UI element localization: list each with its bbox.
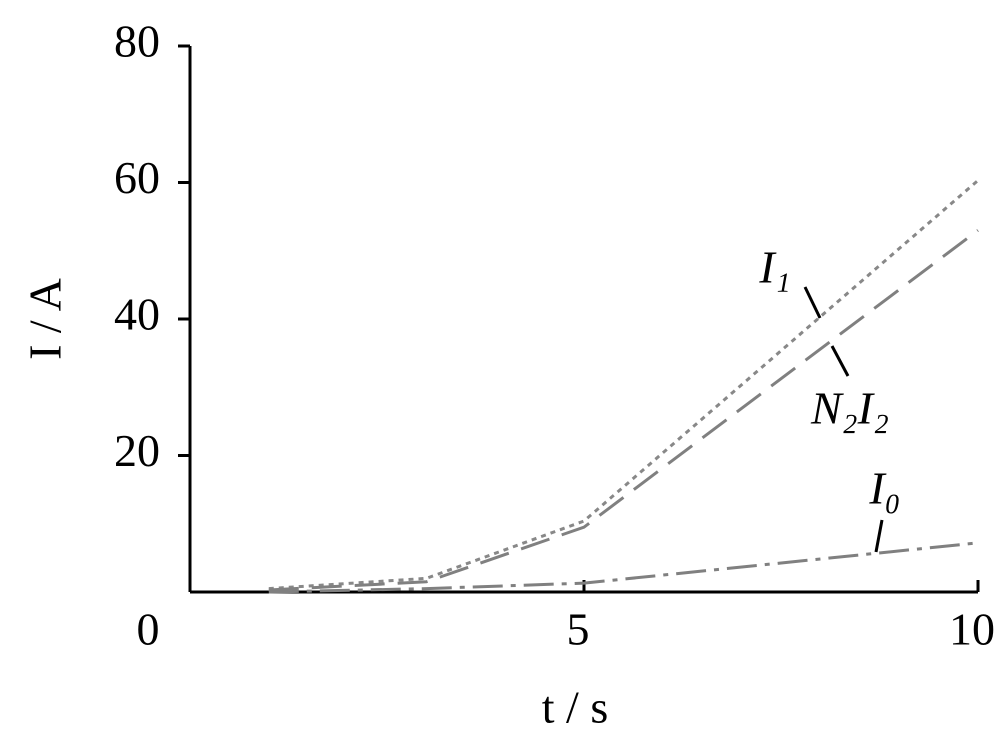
y-tick-label: 20 <box>114 425 160 476</box>
x-tick-label: 0 <box>137 604 160 655</box>
x-axis-label: t / s <box>542 682 608 733</box>
y-tick-label: 60 <box>114 152 160 203</box>
series-line <box>268 179 979 591</box>
y-tick-label: 80 <box>114 16 160 67</box>
leader-line <box>874 519 884 553</box>
series-label: I₀ <box>868 463 900 514</box>
leader-line <box>803 286 822 319</box>
x-tick-label: 10 <box>949 604 995 655</box>
series-label: I₁ <box>758 242 790 293</box>
series-line <box>268 229 979 592</box>
x-tick-label: 5 <box>567 604 590 655</box>
leader-line <box>830 345 850 377</box>
y-tick-label: 40 <box>114 289 160 340</box>
y-axis-label: I / A <box>20 278 71 360</box>
series-line <box>268 541 979 594</box>
series-label: N₂I₂ <box>810 383 889 434</box>
